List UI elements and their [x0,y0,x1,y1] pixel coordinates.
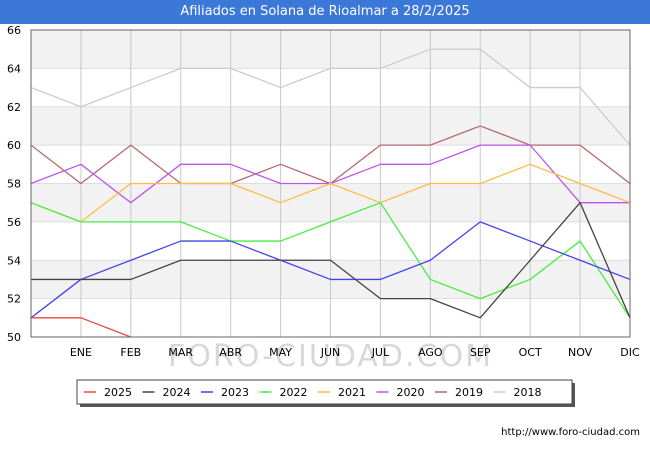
legend-label-2021: 2021 [338,386,366,399]
y-tick-label: 58 [7,178,21,191]
watermark: FORO-CIUDAD.COM [168,339,493,374]
y-tick-label: 64 [7,62,21,75]
legend-label-2024: 2024 [163,386,191,399]
x-tick-label: AGO [418,346,443,359]
legend-label-2020: 2020 [397,386,425,399]
series-line-2025 [31,317,132,338]
series-line-2024 [31,202,631,319]
x-tick-label: ABR [219,346,242,359]
x-tick-label: ENE [70,346,92,359]
legend-label-2018: 2018 [514,386,542,399]
x-tick-label: SEP [470,346,491,359]
x-tick-label: NOV [568,346,593,359]
y-tick-label: 56 [7,216,21,229]
x-tick-label: MAY [269,346,292,359]
plot-frame [30,29,631,338]
x-tick-label: MAR [168,346,193,359]
legend-label-2025: 2025 [104,386,132,399]
y-tick-label: 52 [7,293,21,306]
source-url: http://www.foro-ciudad.com [501,427,640,438]
y-tick-label: 62 [7,101,21,114]
series-line-2018 [30,48,631,146]
x-tick-label: JUN [320,346,341,359]
y-tick-label: 60 [7,139,21,152]
y-tick-label: 66 [7,24,21,37]
legend-label-2023: 2023 [221,386,249,399]
x-tick-label: DIC [620,346,640,359]
series-line-2023 [30,221,631,319]
y-tick-label: 50 [7,331,21,344]
x-tick-label: FEB [120,346,141,359]
chart-title: Afiliados en Solana de Rioalmar a 28/2/2… [0,0,650,24]
series-line-2021 [30,163,631,223]
legend-label-2022: 2022 [280,386,308,399]
x-tick-label: JUL [371,346,390,359]
x-tick-label: OCT [519,346,542,359]
series-line-2022 [30,202,631,319]
legend-label-2019: 2019 [455,386,483,399]
y-tick-label: 54 [7,254,21,267]
